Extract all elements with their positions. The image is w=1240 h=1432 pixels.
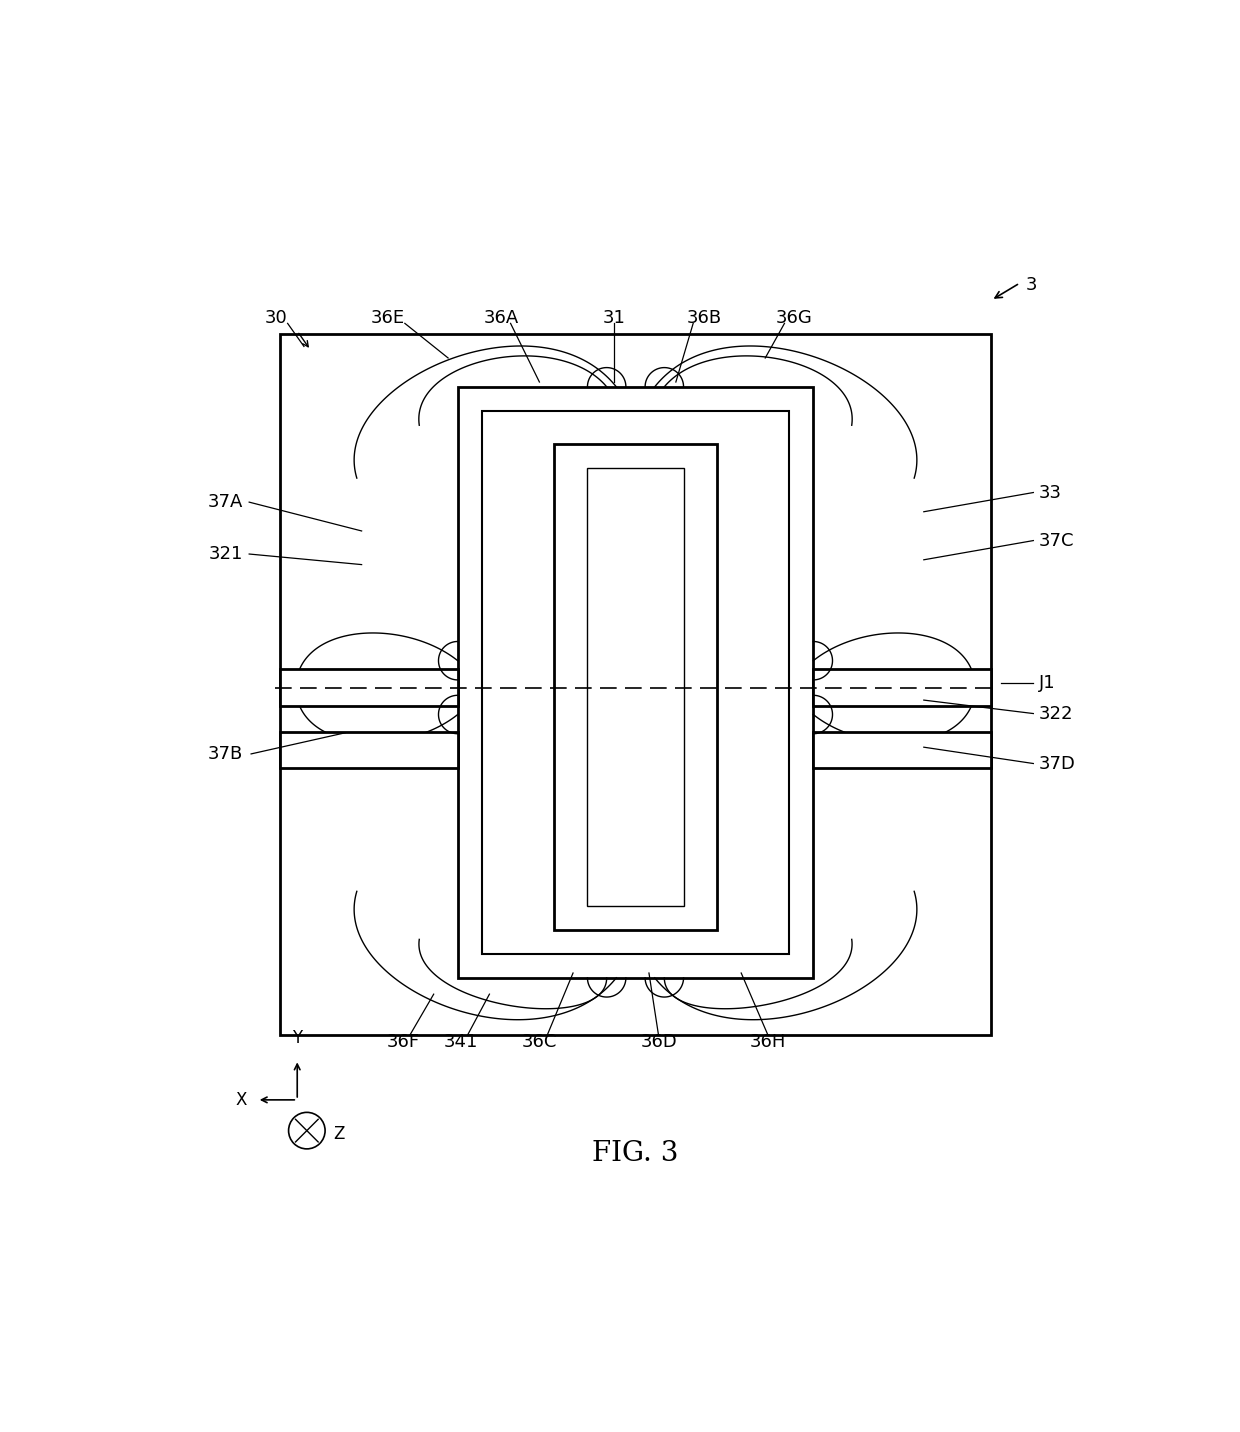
Bar (280, 669, 458, 706)
Text: 36G: 36G (776, 309, 812, 326)
Text: 37A: 37A (208, 493, 243, 511)
Text: X: X (236, 1091, 247, 1108)
Text: Y: Y (293, 1030, 303, 1047)
Text: 30: 30 (265, 309, 288, 326)
Text: J1: J1 (1039, 674, 1055, 692)
Bar (458, 387, 813, 978)
Text: FIG. 3: FIG. 3 (593, 1140, 678, 1167)
Bar (280, 334, 991, 1035)
Text: N: N (629, 815, 642, 833)
Bar (813, 669, 991, 706)
Bar (813, 732, 991, 769)
Text: 36H: 36H (750, 1034, 786, 1051)
Text: 33: 33 (1039, 484, 1063, 501)
Bar (588, 468, 683, 906)
Text: 36C: 36C (522, 1034, 557, 1051)
Text: 37C: 37C (1039, 531, 1075, 550)
Text: S: S (630, 503, 641, 521)
Text: 341: 341 (444, 1034, 477, 1051)
Text: Z: Z (334, 1126, 345, 1144)
Bar (481, 411, 789, 954)
Text: 36A: 36A (484, 309, 518, 326)
Text: 36F: 36F (387, 1034, 419, 1051)
Text: 31: 31 (603, 309, 626, 326)
Bar (554, 444, 717, 929)
Text: 36D: 36D (640, 1034, 677, 1051)
Text: 3: 3 (1025, 276, 1037, 294)
Text: 322: 322 (1039, 705, 1074, 723)
Text: 36E: 36E (371, 309, 404, 326)
Text: 37D: 37D (1039, 755, 1076, 772)
Text: 321: 321 (210, 546, 243, 563)
Bar (280, 732, 458, 769)
Text: 36B: 36B (687, 309, 722, 326)
Text: 37B: 37B (208, 745, 243, 763)
